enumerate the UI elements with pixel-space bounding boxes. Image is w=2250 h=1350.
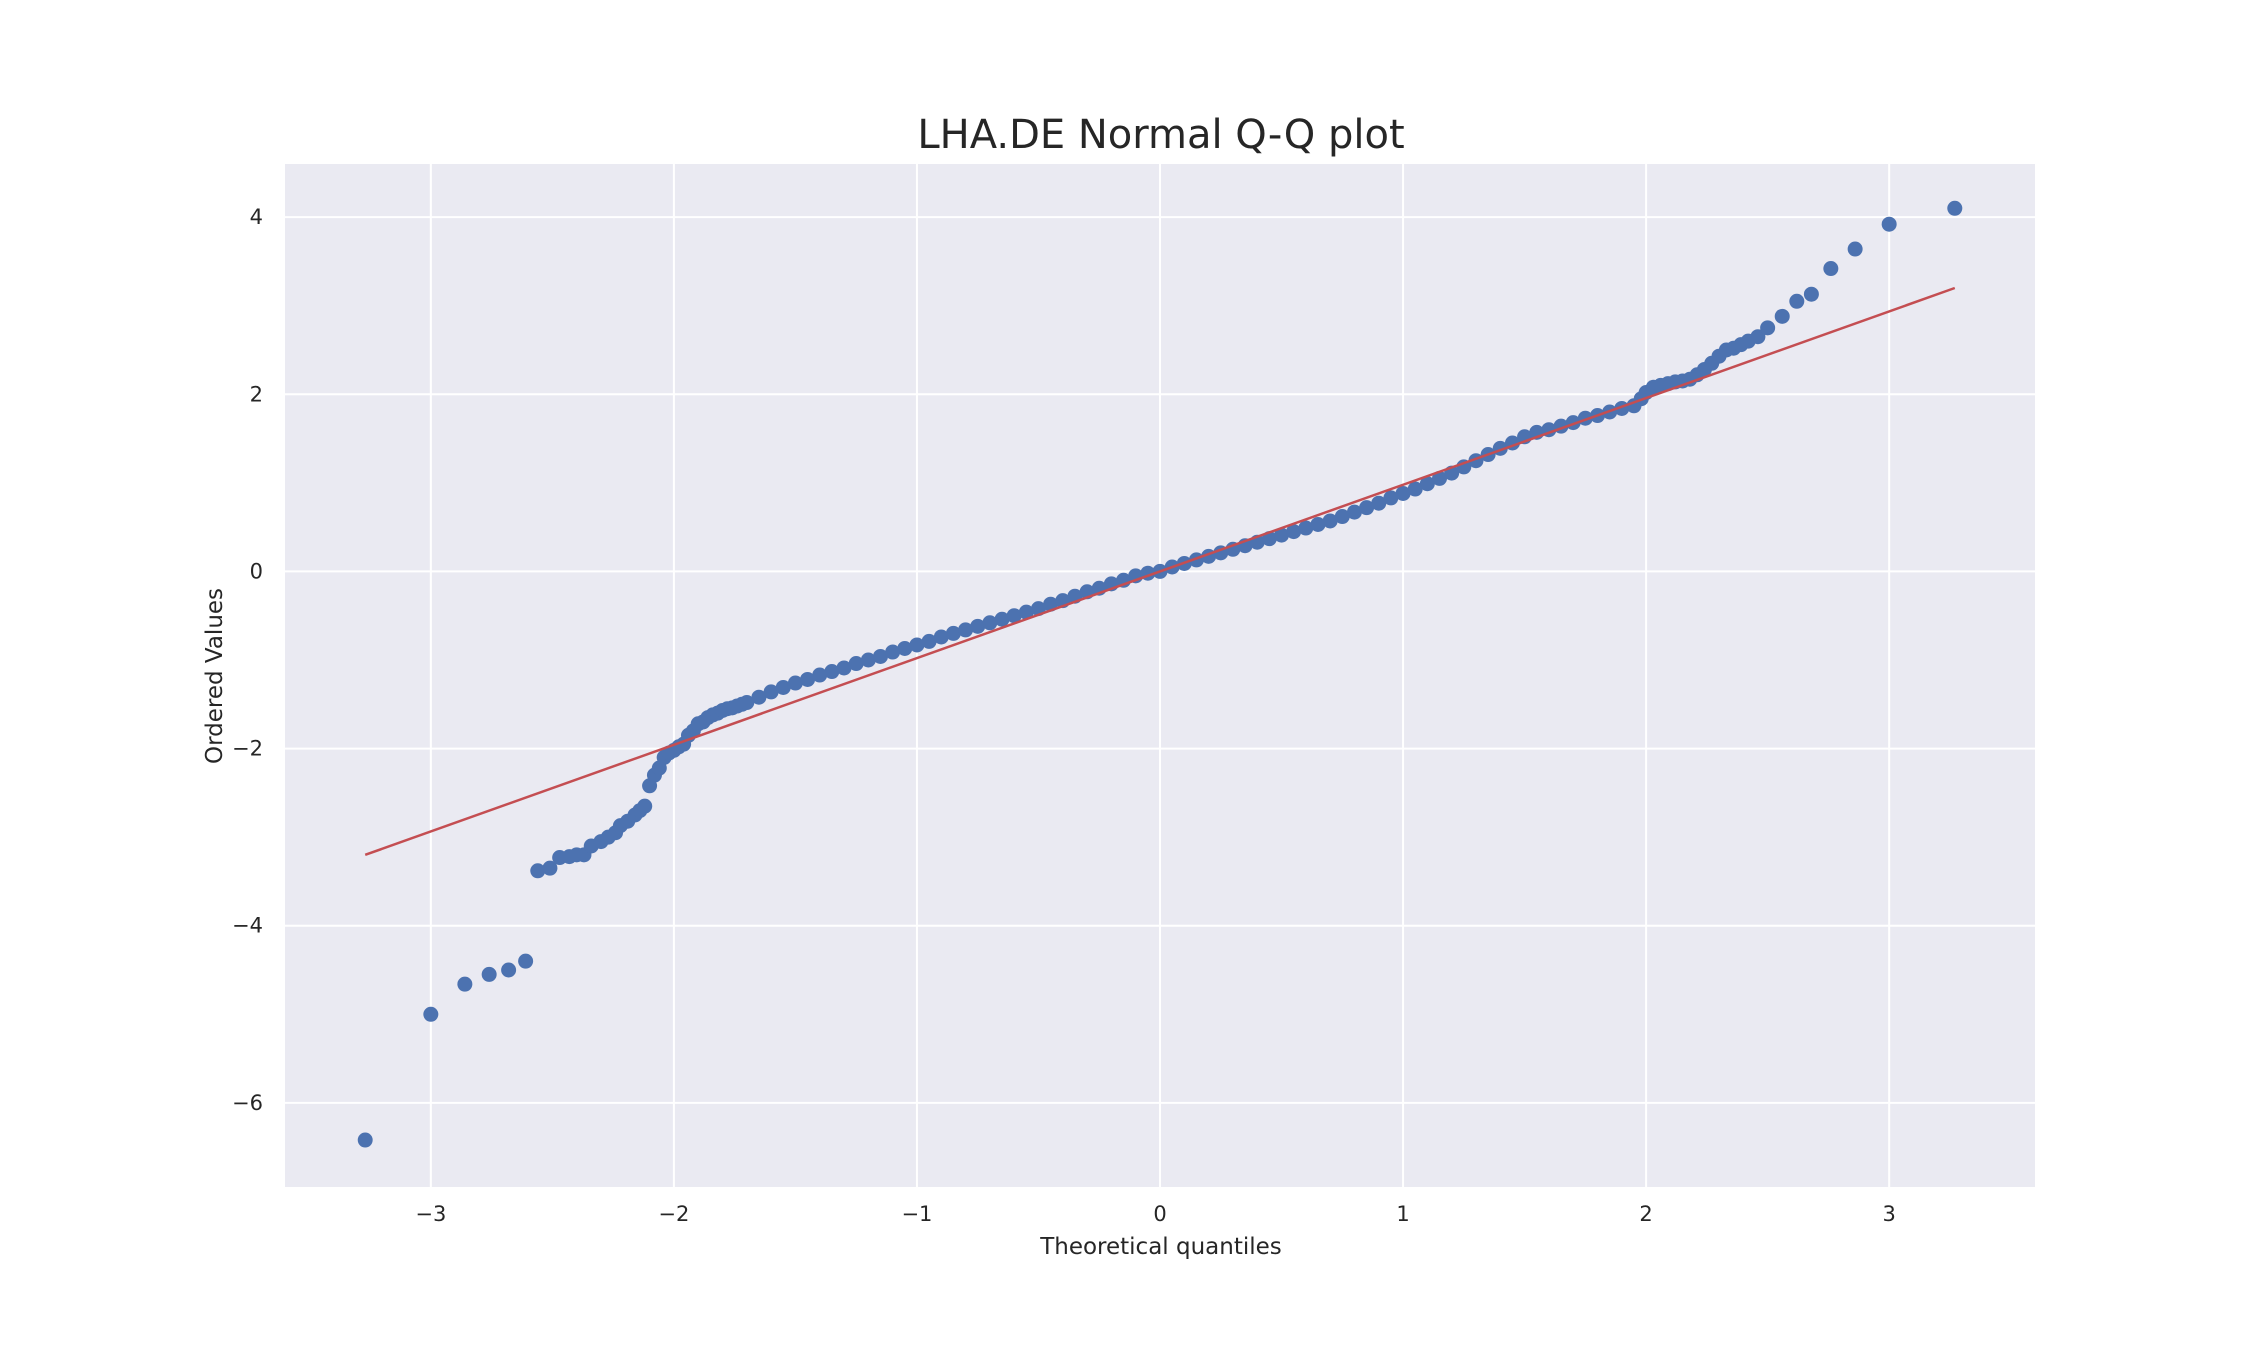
x-tick-label: −3: [415, 1202, 446, 1226]
data-point: [501, 962, 517, 978]
data-point: [945, 625, 961, 641]
data-point: [1359, 500, 1375, 516]
data-point: [787, 675, 803, 691]
data-point: [481, 966, 497, 982]
x-axis-label: Theoretical quantiles: [1039, 1234, 1282, 1260]
data-point: [1334, 509, 1350, 525]
data-point: [1006, 608, 1022, 624]
data-point: [1274, 527, 1290, 543]
data-point: [1383, 490, 1399, 506]
data-point: [1760, 320, 1776, 336]
chart-title: LHA.DE Normal Q-Q plot: [917, 112, 1404, 158]
data-point: [994, 611, 1010, 627]
data-point: [1298, 520, 1314, 536]
data-point: [775, 679, 791, 695]
data-point: [1750, 329, 1766, 345]
data-point: [530, 863, 546, 879]
data-point: [848, 656, 864, 672]
data-point: [909, 637, 925, 653]
data-point: [872, 648, 888, 664]
data-point: [1803, 286, 1819, 302]
data-point: [1018, 604, 1034, 620]
data-point: [824, 664, 840, 680]
data-point: [1419, 476, 1435, 492]
data-point: [542, 860, 558, 876]
x-tick-label: 2: [1639, 1202, 1652, 1226]
x-tick-label: −2: [658, 1202, 689, 1226]
data-point: [1823, 261, 1839, 277]
data-point: [637, 798, 653, 814]
y-axis-label: Ordered Values: [202, 588, 228, 764]
data-point: [933, 629, 949, 645]
data-point: [800, 671, 816, 687]
data-point: [836, 660, 852, 676]
data-point: [958, 622, 974, 638]
data-point: [1774, 308, 1790, 324]
data-point: [1847, 241, 1863, 257]
data-point: [518, 953, 534, 969]
data-point: [357, 1132, 373, 1148]
x-tick-label: 1: [1396, 1202, 1409, 1226]
data-point: [751, 689, 767, 705]
fit-line: [364, 286, 1956, 857]
data-point: [1346, 504, 1362, 520]
data-point: [1322, 513, 1338, 529]
y-tick-label: −4: [232, 914, 263, 938]
data-point: [1947, 200, 1963, 216]
data-point: [423, 1006, 439, 1022]
x-tick-label: 3: [1882, 1202, 1895, 1226]
data-point: [1432, 470, 1448, 486]
data-point: [457, 976, 473, 992]
data-point: [982, 615, 998, 631]
x-tick-label: 0: [1153, 1202, 1166, 1226]
data-point: [1371, 495, 1387, 511]
data-point: [897, 640, 913, 656]
data-point: [1286, 524, 1302, 540]
data-point: [885, 644, 901, 660]
data-point: [763, 684, 779, 700]
y-tick-label: −6: [232, 1091, 263, 1115]
y-tick-label: −2: [232, 737, 263, 761]
y-tick-label: 0: [250, 559, 263, 583]
x-tick-label: −1: [901, 1202, 932, 1226]
data-point: [1789, 293, 1805, 309]
data-point: [860, 652, 876, 668]
data-point: [739, 695, 755, 711]
y-tick-label: 2: [250, 382, 263, 406]
data-point: [1395, 485, 1411, 501]
data-point: [921, 633, 937, 649]
data-point: [812, 667, 828, 683]
data-point: [970, 618, 986, 634]
y-tick-label: 4: [250, 205, 263, 229]
tick-labels: −3 −2 −1 0 1 2 3 −6 −4 −2 0 2 4: [232, 205, 1896, 1226]
data-point: [1310, 516, 1326, 532]
data-point: [1407, 481, 1423, 497]
data-point: [1881, 216, 1897, 232]
